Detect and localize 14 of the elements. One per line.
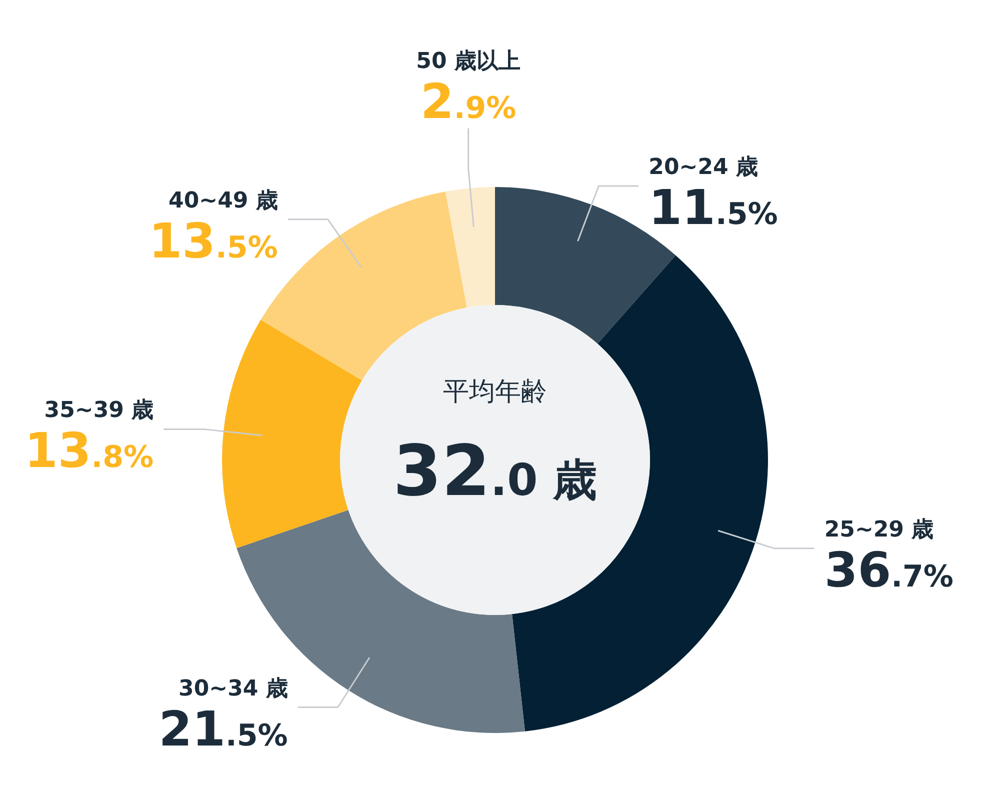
center-title: 平均年齢 xyxy=(443,377,547,407)
data-label: 13.8% xyxy=(24,423,154,480)
slice-label: 50 歳以上 xyxy=(416,49,520,74)
slice-label: 20~24 歳 xyxy=(648,154,758,180)
slice-label: 25~29 歳 xyxy=(824,517,934,542)
data-label: 21.5% xyxy=(158,701,288,758)
data-label: 11.5% xyxy=(648,180,778,236)
data-label: 13.5% xyxy=(148,213,278,270)
data-label: 2.9% xyxy=(420,74,516,130)
slice-label: 35~39 歳 xyxy=(44,398,154,424)
slice-label: 30~34 歳 xyxy=(178,676,288,702)
center-value: 32.0 歳 xyxy=(392,430,598,512)
slice-label: 40~49 歳 xyxy=(168,188,278,214)
data-label: 36.7% xyxy=(824,542,954,598)
